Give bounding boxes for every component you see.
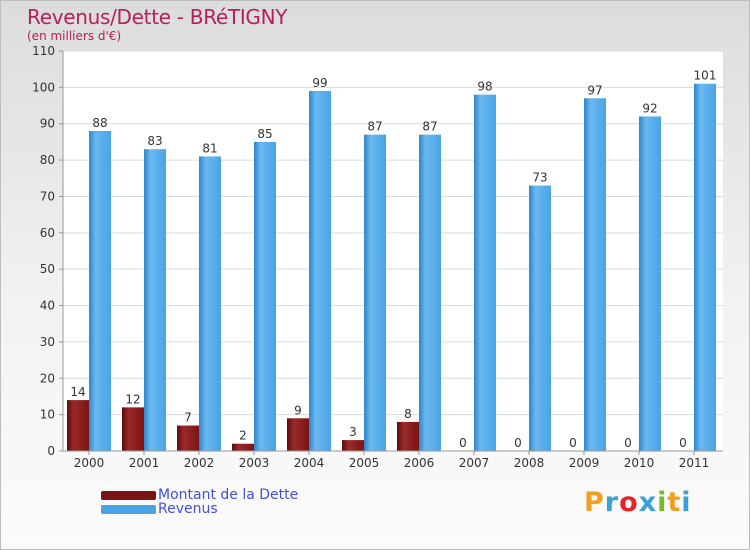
y-tick-label: 90 <box>40 117 55 131</box>
y-tick-label: 60 <box>40 226 55 240</box>
logo-letter: P <box>584 487 605 518</box>
logo-letter: r <box>604 487 620 518</box>
label-dette-2002: 7 <box>184 411 192 425</box>
label-revenus-2002: 81 <box>202 141 217 155</box>
y-tick-label: 70 <box>40 189 55 203</box>
label-dette-2008: 0 <box>514 436 522 450</box>
x-axis-ticks: 2000 2001 2002 2003 2004 2005 2006 2007 2008 2009… <box>74 451 710 470</box>
bar-revenus-2004 <box>309 91 331 451</box>
label-revenus-2000: 88 <box>92 116 107 130</box>
logo-letter: i <box>657 487 668 518</box>
x-tick-label-2011: 2011 <box>679 456 710 470</box>
label-dette-2000: 14 <box>70 385 85 399</box>
bars-group <box>67 83 716 452</box>
x-tick-label-2003: 2003 <box>239 456 270 470</box>
y-tick-label: 30 <box>40 335 55 349</box>
gridlines <box>63 50 723 416</box>
label-revenus-2004: 99 <box>312 76 327 90</box>
x-tick-label-2006: 2006 <box>404 456 435 470</box>
bar-revenus-2000 <box>89 131 111 451</box>
chart-subtitle: (en milliers d'€) <box>27 29 122 43</box>
bar-dette-2001 <box>122 407 144 451</box>
bar-revenus-2002 <box>199 156 221 452</box>
label-dette-2010: 0 <box>624 436 632 450</box>
logo-letter: i <box>681 487 692 518</box>
logo-letter: o <box>619 487 639 518</box>
x-tick-label-2004: 2004 <box>294 456 325 470</box>
bar-dette-2002 <box>177 425 199 451</box>
proxiti-logo: Proxiti <box>584 487 692 518</box>
label-revenus-2009: 97 <box>587 83 602 97</box>
bar-revenus-2006 <box>419 134 441 452</box>
label-dette-2009: 0 <box>569 436 577 450</box>
x-tick-label-2007: 2007 <box>459 456 490 470</box>
label-dette-2006: 8 <box>404 407 412 421</box>
label-revenus-2001: 83 <box>147 134 162 148</box>
y-tick-label: 80 <box>40 153 55 167</box>
bar-dette-2005 <box>342 440 364 451</box>
bar-revenus-2001 <box>144 149 166 451</box>
label-revenus-2007: 98 <box>477 80 492 94</box>
label-dette-2003: 2 <box>239 429 247 443</box>
bar-revenus-2010 <box>639 116 661 452</box>
y-tick-label: 100 <box>32 80 55 94</box>
bar-revenus-2011 <box>694 83 716 452</box>
label-revenus-2010: 92 <box>642 101 657 115</box>
y-axis-ticks: 0 10 20 30 40 50 60 70 80 90 100 110 <box>32 44 63 458</box>
bar-revenus-2007 <box>474 94 496 452</box>
label-revenus-2005: 87 <box>367 120 382 134</box>
y-tick-label: 10 <box>40 408 55 422</box>
x-tick-label-2005: 2005 <box>349 456 380 470</box>
y-tick-label: 110 <box>32 44 55 58</box>
legend-item-dette: Montant de la Dette <box>101 487 299 503</box>
bar-revenus-2005 <box>364 134 386 452</box>
label-revenus-2008: 73 <box>532 171 547 185</box>
plot-area <box>63 51 723 451</box>
x-tick-label-2002: 2002 <box>184 456 215 470</box>
x-tick-label-2008: 2008 <box>514 456 545 470</box>
legend-swatch-dette <box>101 490 156 500</box>
legend-label-revenus: Revenus <box>158 501 218 517</box>
label-dette-2004: 9 <box>294 403 302 417</box>
label-dette-2007: 0 <box>459 436 467 450</box>
logo-letter: x <box>638 487 658 518</box>
label-revenus-2011: 101 <box>694 69 717 83</box>
legend-item-revenus: Revenus <box>101 501 218 517</box>
legend-label-dette: Montant de la Dette <box>158 487 299 503</box>
chart-title: Revenus/Dette - BRéTIGNY <box>27 5 288 29</box>
label-revenus-2003: 85 <box>257 127 272 141</box>
bar-revenus-2008 <box>529 185 551 451</box>
bar-dette-2000 <box>67 400 89 451</box>
label-dette-2005: 3 <box>349 425 357 439</box>
label-dette-2011: 0 <box>679 436 687 450</box>
bar-dette-2006 <box>397 421 419 451</box>
y-tick-label: 50 <box>40 262 55 276</box>
label-dette-2001: 12 <box>125 392 140 406</box>
x-tick-label-2009: 2009 <box>569 456 600 470</box>
logo-letter: t <box>667 487 682 518</box>
data-labels: 14 12 7 2 9 3 8 0 0 0 0 0 88 83 81 85 99 87 87 98 73 97 92 101 <box>70 69 716 450</box>
y-tick-label: 0 <box>47 444 55 458</box>
x-tick-label-2000: 2000 <box>74 456 105 470</box>
y-tick-label: 40 <box>40 299 55 313</box>
label-revenus-2006: 87 <box>422 120 437 134</box>
bar-dette-2003 <box>232 443 254 451</box>
y-tick-label: 20 <box>40 371 55 385</box>
x-tick-label-2001: 2001 <box>129 456 160 470</box>
bar-revenus-2009 <box>584 98 606 451</box>
x-tick-label-2010: 2010 <box>624 456 655 470</box>
bar-dette-2004 <box>287 418 309 451</box>
bar-revenus-2003 <box>254 141 276 451</box>
legend-swatch-revenus <box>101 504 156 514</box>
